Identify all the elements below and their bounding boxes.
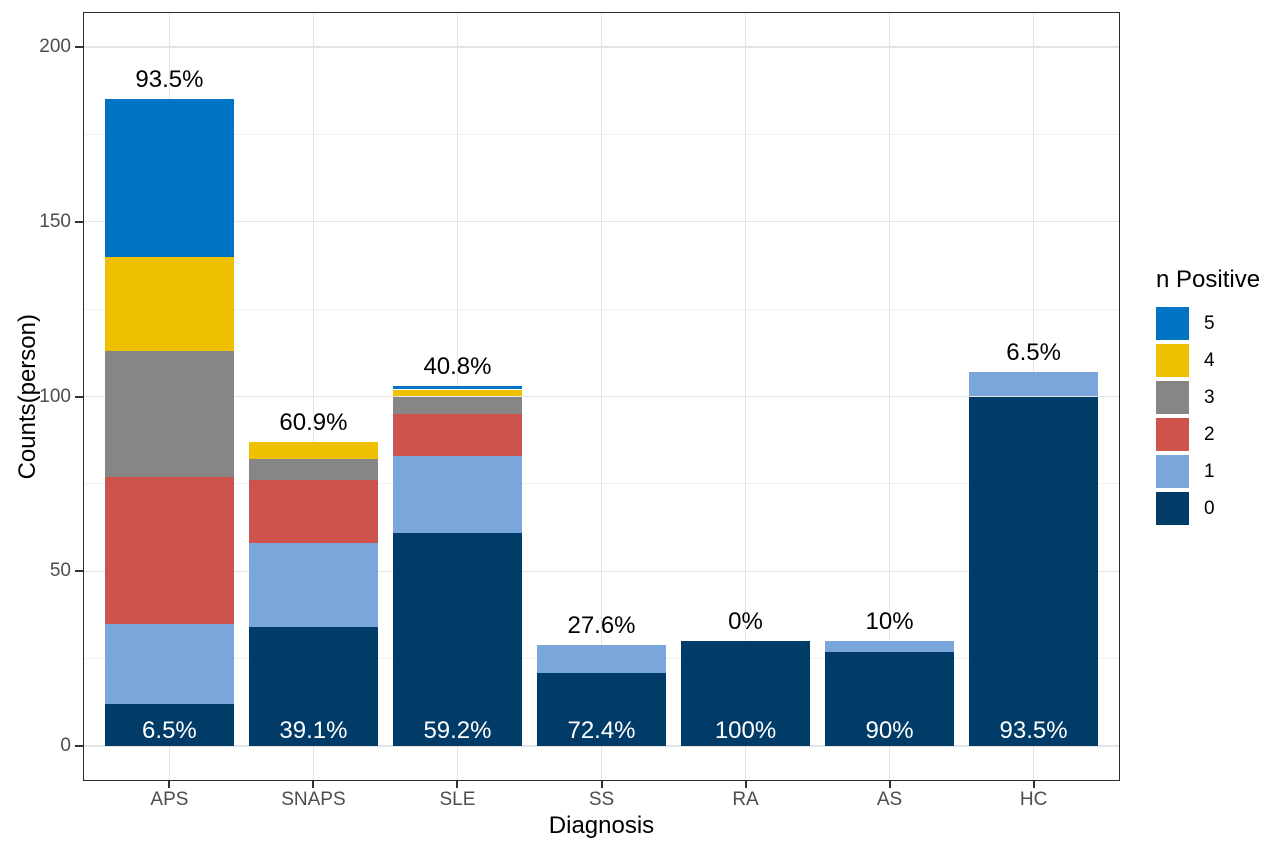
- bar-segment-SNAPS-n4: [248, 441, 379, 460]
- major-gridline-x-SNAPS: [312, 12, 315, 781]
- legend-label-5: 5: [1204, 312, 1215, 334]
- x-tick-mark-SLE: [456, 781, 459, 788]
- bar-segment-SNAPS-n1: [248, 543, 379, 628]
- bar-top-label-RA: 0%: [728, 608, 763, 636]
- y-tick-mark-200: [75, 45, 83, 48]
- bar-segment-AS-n0: [824, 651, 955, 747]
- x-tick-label-APS: APS: [150, 789, 189, 810]
- bar-segment-APS-n4: [104, 256, 235, 352]
- bar-segment-APS-n1: [104, 623, 235, 705]
- bar-inside-label-SLE: 59.2%: [423, 717, 492, 745]
- x-tick-label-RA: RA: [732, 789, 759, 810]
- x-tick-mark-APS: [168, 781, 171, 788]
- y-axis-title-text: Counts(person): [14, 313, 41, 480]
- x-tick-mark-SNAPS: [312, 781, 315, 788]
- bar-inside-label-HC: 93.5%: [999, 717, 1068, 745]
- legend: n Positive 5 4 3 2 1 0: [1156, 266, 1260, 529]
- y-tick-label-0: 0: [60, 735, 71, 757]
- legend-item-0: 0: [1156, 492, 1260, 525]
- bar-inside-label-SNAPS: 39.1%: [279, 717, 348, 745]
- legend-swatch-2: [1156, 418, 1189, 451]
- x-tick-label-AS: AS: [876, 789, 903, 810]
- bar-segment-SLE-n0: [392, 532, 523, 747]
- legend-label-0: 0: [1204, 497, 1215, 519]
- legend-item-3: 3: [1156, 381, 1260, 414]
- legend-item-2: 2: [1156, 418, 1260, 451]
- legend-label-1: 1: [1204, 460, 1215, 482]
- bar-segment-SS-n1: [536, 644, 667, 673]
- legend-swatch-3: [1156, 381, 1189, 414]
- x-tick-mark-SS: [600, 781, 603, 788]
- legend-label-4: 4: [1204, 349, 1215, 371]
- bar-segment-SLE-n1: [392, 455, 523, 533]
- bar-segment-SLE-n2: [392, 413, 523, 456]
- bar-segment-APS-n3: [104, 351, 235, 477]
- bar-top-label-HC: 6.5%: [1006, 339, 1061, 367]
- y-tick-mark-150: [75, 220, 83, 223]
- bar-inside-label-RA: 100%: [714, 717, 777, 745]
- bar-segment-SNAPS-n0: [248, 627, 379, 747]
- bar-segment-HC-n0: [968, 396, 1099, 747]
- y-tick-label-150: 150: [39, 210, 71, 232]
- x-axis-title: Diagnosis: [548, 812, 655, 839]
- bar-segment-SNAPS-n2: [248, 480, 379, 544]
- legend-swatch-4: [1156, 344, 1189, 377]
- bar-top-label-AS: 10%: [865, 608, 914, 636]
- legend-item-1: 1: [1156, 455, 1260, 488]
- bar-segment-AS-n1: [824, 641, 955, 652]
- bar-segment-SLE-n5: [392, 386, 523, 390]
- legend-title: n Positive: [1156, 266, 1261, 293]
- bar-inside-label-SS: 72.4%: [567, 717, 636, 745]
- bar-top-label-SS: 27.6%: [567, 611, 636, 639]
- bar-inside-label-AS: 90%: [865, 717, 914, 745]
- x-tick-label-HC: HC: [1019, 789, 1048, 810]
- legend-swatch-1: [1156, 455, 1189, 488]
- major-gridline-x-AS: [888, 12, 891, 781]
- bar-segment-APS-n5: [104, 99, 235, 257]
- bar-segment-APS-n0: [104, 704, 235, 747]
- bar-top-label-SLE: 40.8%: [423, 353, 492, 380]
- y-tick-label-100: 100: [39, 385, 71, 407]
- bar-segment-SLE-n4: [392, 389, 523, 397]
- bar-top-label-APS: 93.5%: [135, 66, 204, 94]
- y-tick-label-200: 200: [39, 35, 71, 57]
- bar-inside-label-APS: 6.5%: [142, 717, 197, 745]
- legend-label-2: 2: [1204, 423, 1215, 445]
- y-tick-mark-0: [75, 745, 83, 748]
- major-gridline-x-RA: [744, 12, 747, 781]
- bar-top-label-SNAPS: 60.9%: [279, 408, 348, 436]
- legend-swatch-5: [1156, 307, 1189, 340]
- y-axis-title: Counts(person): [13, 12, 43, 781]
- x-tick-mark-AS: [888, 781, 891, 788]
- x-tick-mark-RA: [744, 781, 747, 788]
- bar-segment-SLE-n3: [392, 396, 523, 414]
- x-tick-label-SNAPS: SNAPS: [281, 789, 346, 810]
- plot-panel: [83, 12, 1120, 781]
- legend-label-3: 3: [1204, 386, 1215, 408]
- legend-item-5: 5: [1156, 307, 1260, 340]
- x-tick-label-SS: SS: [588, 789, 615, 810]
- bar-segment-APS-n2: [104, 476, 235, 624]
- y-tick-mark-100: [75, 395, 83, 398]
- bar-segment-SNAPS-n3: [248, 459, 379, 481]
- major-gridline-x-SS: [600, 12, 603, 781]
- bar-segment-RA-n0: [680, 641, 811, 747]
- legend-items: 5 4 3 2 1 0: [1156, 307, 1260, 525]
- y-tick-mark-50: [75, 570, 83, 573]
- y-tick-label-50: 50: [49, 560, 71, 582]
- bar-segment-HC-n1: [968, 372, 1099, 397]
- bar-segment-SS-n0: [536, 672, 667, 747]
- x-tick-mark-HC: [1032, 781, 1035, 788]
- legend-swatch-0: [1156, 492, 1189, 525]
- x-tick-label-SLE: SLE: [439, 789, 476, 810]
- legend-item-4: 4: [1156, 344, 1260, 377]
